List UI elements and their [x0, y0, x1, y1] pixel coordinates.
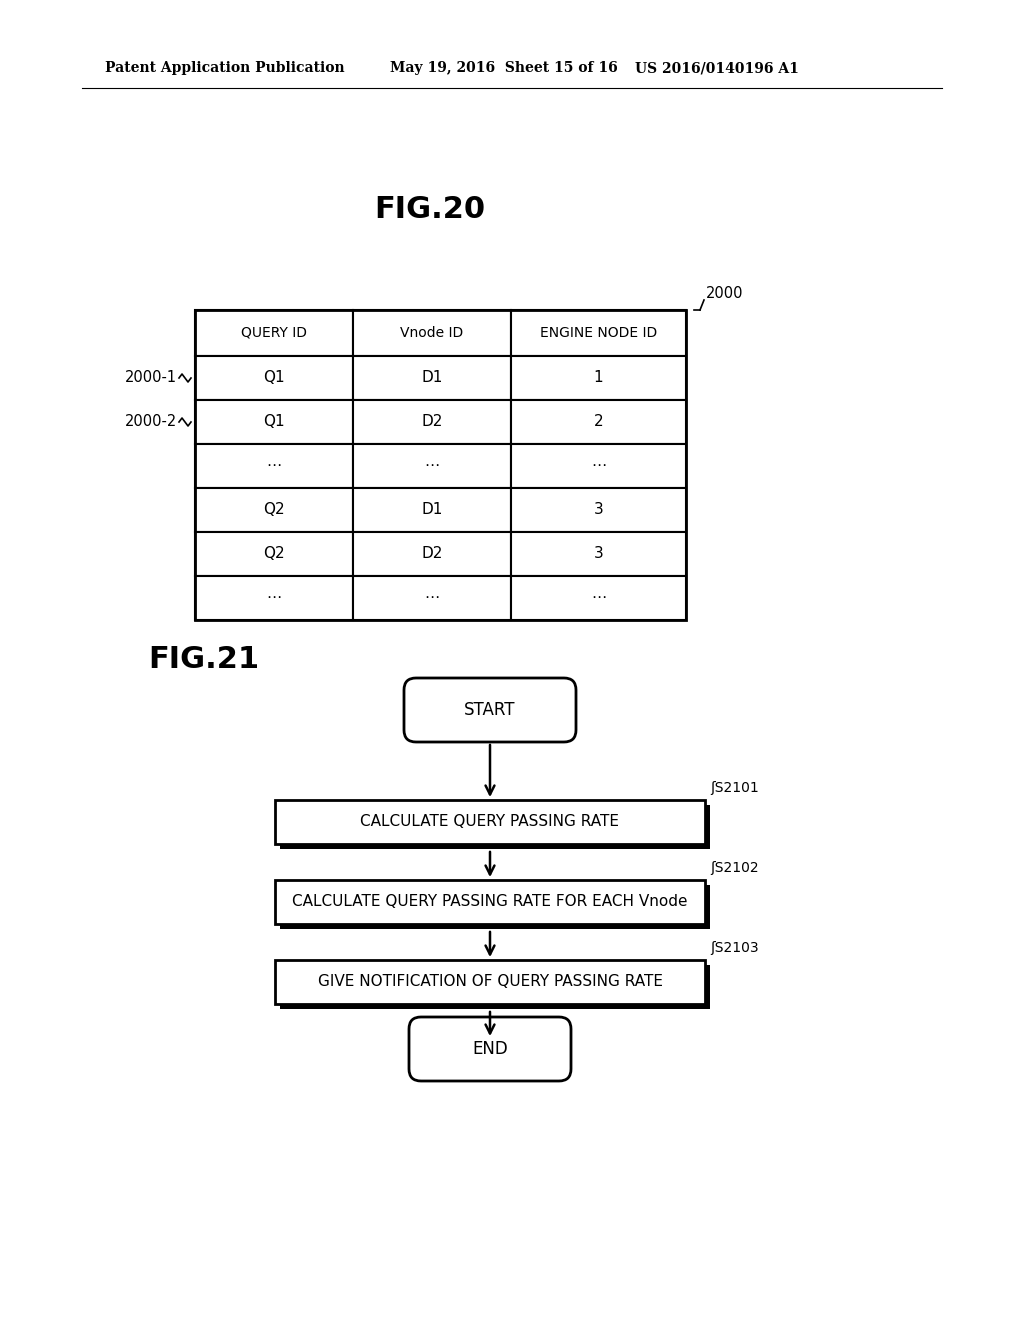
Text: D2: D2 — [421, 414, 442, 429]
Text: FIG.21: FIG.21 — [148, 645, 259, 675]
Text: ENGINE NODE ID: ENGINE NODE ID — [540, 326, 657, 341]
Bar — [511, 532, 686, 576]
Text: Vnode ID: Vnode ID — [400, 326, 464, 341]
Bar — [353, 400, 511, 444]
Bar — [705, 805, 710, 849]
Bar — [280, 1005, 710, 1008]
Text: CALCULATE QUERY PASSING RATE FOR EACH Vnode: CALCULATE QUERY PASSING RATE FOR EACH Vn… — [292, 895, 688, 909]
Text: GIVE NOTIFICATION OF QUERY PASSING RATE: GIVE NOTIFICATION OF QUERY PASSING RATE — [317, 974, 663, 990]
Bar — [275, 880, 705, 924]
FancyBboxPatch shape — [409, 1016, 571, 1081]
Text: FIG.20: FIG.20 — [375, 195, 485, 224]
Text: ʃS2102: ʃS2102 — [710, 861, 759, 875]
Bar — [195, 310, 686, 620]
Text: START: START — [464, 701, 516, 719]
Text: Q2: Q2 — [263, 503, 285, 517]
Bar — [275, 960, 705, 1005]
Bar — [511, 488, 686, 532]
Bar — [280, 924, 710, 929]
Text: ⋯: ⋯ — [266, 458, 282, 474]
Text: US 2016/0140196 A1: US 2016/0140196 A1 — [635, 61, 799, 75]
Text: ⋯: ⋯ — [424, 458, 439, 474]
Bar — [353, 488, 511, 532]
Text: 2000: 2000 — [706, 286, 743, 301]
Text: 3: 3 — [594, 503, 603, 517]
Bar — [195, 576, 353, 620]
Bar — [353, 444, 511, 488]
Bar — [705, 965, 710, 1008]
FancyBboxPatch shape — [404, 678, 575, 742]
Text: 2000-1: 2000-1 — [125, 371, 177, 385]
Text: D1: D1 — [421, 503, 442, 517]
Bar — [511, 310, 686, 356]
Bar — [195, 356, 353, 400]
Bar — [195, 310, 353, 356]
Bar — [195, 444, 353, 488]
Text: ⋯: ⋯ — [591, 590, 606, 606]
Text: CALCULATE QUERY PASSING RATE: CALCULATE QUERY PASSING RATE — [360, 814, 620, 829]
Bar — [353, 532, 511, 576]
Text: Q1: Q1 — [263, 371, 285, 385]
Bar — [353, 576, 511, 620]
Text: Q2: Q2 — [263, 546, 285, 561]
Bar — [511, 400, 686, 444]
Bar — [511, 444, 686, 488]
Text: D2: D2 — [421, 546, 442, 561]
Bar — [353, 356, 511, 400]
Bar — [195, 400, 353, 444]
Text: 2000-2: 2000-2 — [125, 414, 177, 429]
Bar — [275, 800, 705, 843]
Bar — [353, 310, 511, 356]
Text: Q1: Q1 — [263, 414, 285, 429]
Text: END: END — [472, 1040, 508, 1059]
Bar — [705, 884, 710, 929]
Text: ʃS2103: ʃS2103 — [710, 941, 759, 954]
Text: May 19, 2016  Sheet 15 of 16: May 19, 2016 Sheet 15 of 16 — [390, 61, 617, 75]
Text: Patent Application Publication: Patent Application Publication — [105, 61, 345, 75]
Bar — [195, 488, 353, 532]
Text: ʃS2101: ʃS2101 — [710, 781, 759, 795]
Bar — [511, 576, 686, 620]
Text: 3: 3 — [594, 546, 603, 561]
Text: 1: 1 — [594, 371, 603, 385]
Text: QUERY ID: QUERY ID — [241, 326, 307, 341]
Bar — [280, 843, 710, 849]
Text: D1: D1 — [421, 371, 442, 385]
Bar — [195, 532, 353, 576]
Text: 2: 2 — [594, 414, 603, 429]
Bar — [511, 356, 686, 400]
Text: ⋯: ⋯ — [591, 458, 606, 474]
Text: ⋯: ⋯ — [424, 590, 439, 606]
Text: ⋯: ⋯ — [266, 590, 282, 606]
